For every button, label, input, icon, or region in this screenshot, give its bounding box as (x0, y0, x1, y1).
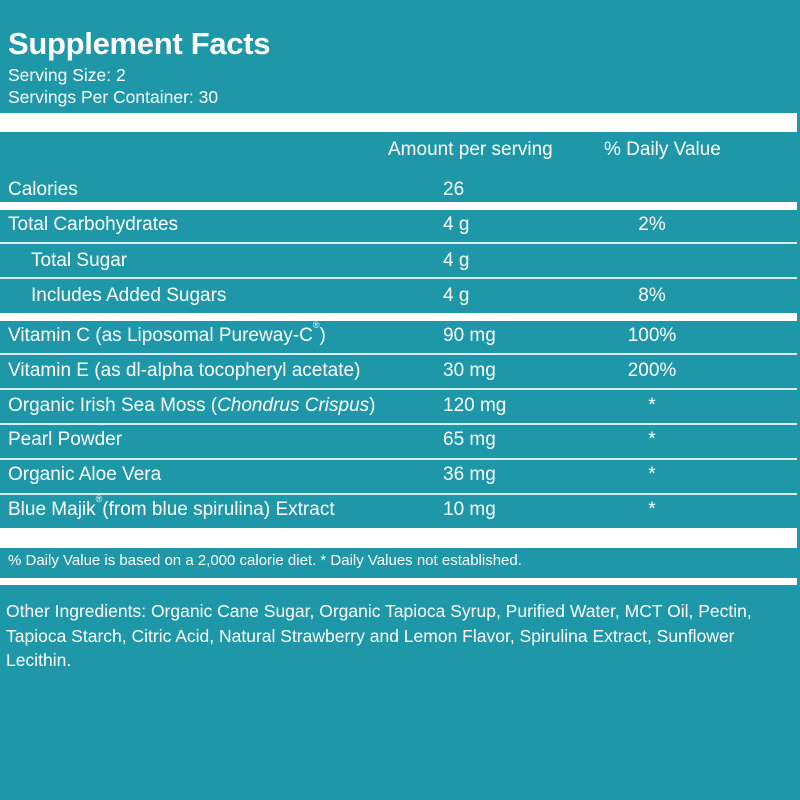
nutrient-name: Organic Aloe Vera (8, 464, 162, 485)
row-divider (0, 423, 797, 425)
nutrient-row: Calories 26 (0, 173, 800, 207)
daily-value-footnote: % Daily Value is based on a 2,000 calori… (8, 552, 522, 569)
serving-size: Serving Size: 2 (8, 65, 126, 85)
nutrient-name: Includes Added Sugars (31, 285, 227, 306)
nutrient-amount: 10 mg (443, 499, 496, 520)
nutrient-name: Total Carbohydrates (8, 214, 179, 235)
registered-mark: ® (312, 320, 320, 330)
nutrient-row: Organic Irish Sea Moss (Chondrus Crispus… (0, 389, 800, 423)
nutrient-row: Pearl Powder 65 mg * (0, 423, 800, 457)
nutrient-dv: * (648, 395, 656, 416)
nutrient-name: Pearl Powder (8, 429, 123, 450)
row-divider (0, 458, 797, 460)
amount-column-header: Amount per serving (388, 139, 553, 160)
nutrient-row: Blue Majik®(from blue spirulina) Extract… (0, 493, 800, 527)
row-divider (0, 353, 797, 355)
nutrient-amount: 4 g (443, 250, 470, 271)
nutrient-dv: 8% (638, 285, 666, 306)
name-text: Blue Majik (8, 499, 96, 520)
name-text: ) (369, 395, 376, 416)
nutrient-amount: 65 mg (443, 429, 496, 450)
nutrient-dv: 200% (627, 360, 677, 381)
divider-thick (0, 528, 797, 548)
nutrient-dv: * (648, 429, 656, 450)
nutrient-row: Organic Aloe Vera 36 mg * (0, 458, 800, 492)
nutrient-row: Total Carbohydrates 4 g 2% (0, 208, 800, 242)
nutrient-dv: 2% (638, 214, 666, 235)
divider-medium (0, 578, 797, 585)
nutrient-name: Total Sugar (31, 250, 128, 271)
nutrient-name: Vitamin E (as dl-alpha tocopheryl acetat… (8, 360, 361, 381)
name-text: ) (319, 325, 326, 346)
nutrient-amount: 90 mg (443, 325, 496, 346)
nutrient-amount: 26 (443, 179, 465, 200)
divider-thick (0, 113, 797, 132)
nutrient-dv: * (648, 464, 656, 485)
nutrient-row: Vitamin C (as Liposomal Pureway-C®) 90 m… (0, 319, 800, 353)
divider-medium (0, 313, 797, 321)
nutrient-dv: * (648, 499, 656, 520)
nutrient-amount: 120 mg (443, 395, 507, 416)
nutrient-name: Blue Majik®(from blue spirulina) Extract (8, 493, 335, 527)
other-ingredients: Other Ingredients: Organic Cane Sugar, O… (6, 601, 752, 670)
name-italic: Chondrus Crispus (217, 395, 370, 416)
row-divider (0, 242, 797, 244)
nutrient-amount: 30 mg (443, 360, 496, 381)
nutrient-amount: 4 g (443, 214, 470, 235)
name-text: Organic Irish Sea Moss ( (8, 395, 218, 416)
nutrient-row: Total Sugar 4 g (0, 244, 800, 278)
row-divider (0, 388, 797, 390)
nutrient-amount: 4 g (443, 285, 470, 306)
nutrient-row: Vitamin E (as dl-alpha tocopheryl acetat… (0, 354, 800, 388)
divider-medium (0, 202, 797, 210)
row-divider (0, 493, 797, 495)
registered-mark: ® (95, 494, 103, 504)
name-text: Vitamin C (as Liposomal Pureway-C (8, 325, 313, 346)
row-divider (0, 277, 797, 279)
nutrient-row: Includes Added Sugars 4 g 8% (0, 279, 800, 313)
nutrient-name: Vitamin C (as Liposomal Pureway-C®) (8, 319, 326, 353)
servings-per-container: Servings Per Container: 30 (8, 87, 219, 107)
nutrient-name: Calories (8, 179, 78, 200)
name-text: (from blue spirulina) Extract (102, 499, 335, 520)
nutrient-dv: 100% (627, 325, 677, 346)
daily-value-column-header: % Daily Value (604, 139, 721, 160)
nutrient-amount: 36 mg (443, 464, 496, 485)
label-title: Supplement Facts (8, 26, 271, 61)
nutrient-name: Organic Irish Sea Moss (Chondrus Crispus… (8, 389, 375, 423)
